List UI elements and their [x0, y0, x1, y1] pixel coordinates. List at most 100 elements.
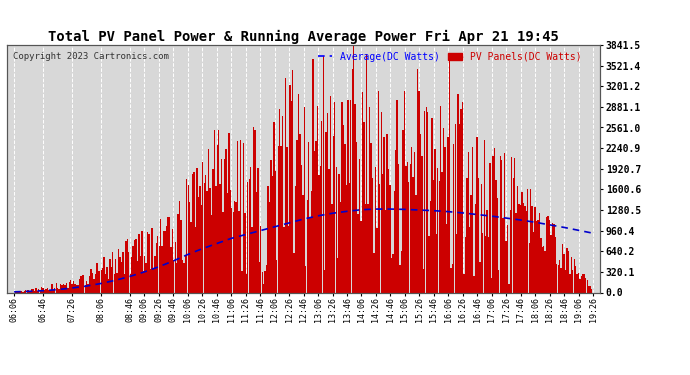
Legend: Average(DC Watts), PV Panels(DC Watts): Average(DC Watts), PV Panels(DC Watts): [316, 50, 584, 64]
Bar: [492, 156, 493, 292]
Bar: [572, 270, 573, 292]
Bar: [515, 213, 517, 292]
Bar: [217, 146, 218, 292]
Bar: [176, 262, 177, 292]
Bar: [453, 144, 455, 292]
Bar: [501, 160, 502, 292]
Bar: [228, 132, 230, 292]
Bar: [60, 284, 61, 292]
Bar: [199, 186, 201, 292]
Bar: [391, 258, 392, 292]
Bar: [356, 142, 357, 292]
Bar: [234, 201, 235, 292]
Bar: [54, 288, 55, 292]
Bar: [530, 189, 531, 292]
Bar: [472, 147, 473, 292]
Bar: [366, 54, 367, 292]
Bar: [47, 288, 48, 292]
Bar: [67, 288, 68, 292]
Bar: [324, 270, 325, 292]
Bar: [543, 246, 544, 292]
Bar: [38, 289, 39, 292]
Bar: [184, 262, 185, 292]
Bar: [562, 244, 563, 292]
Bar: [363, 122, 364, 292]
Bar: [134, 240, 135, 292]
Bar: [96, 263, 97, 292]
Bar: [313, 60, 314, 292]
Bar: [529, 243, 530, 292]
Bar: [79, 279, 80, 292]
Bar: [181, 260, 183, 292]
Bar: [306, 200, 308, 292]
Bar: [421, 156, 422, 292]
Bar: [88, 284, 89, 292]
Bar: [539, 213, 540, 292]
Bar: [215, 186, 217, 292]
Bar: [235, 202, 237, 292]
Bar: [263, 284, 264, 292]
Bar: [188, 185, 189, 292]
Bar: [348, 183, 350, 292]
Bar: [339, 174, 340, 292]
Bar: [106, 267, 108, 292]
Bar: [118, 249, 119, 292]
Bar: [582, 274, 584, 292]
Bar: [282, 117, 284, 292]
Bar: [253, 128, 254, 292]
Bar: [555, 237, 556, 292]
Bar: [260, 226, 262, 292]
Bar: [119, 257, 121, 292]
Bar: [386, 134, 388, 292]
Bar: [526, 211, 527, 292]
Bar: [392, 255, 393, 292]
Bar: [505, 241, 506, 292]
Bar: [122, 252, 124, 292]
Bar: [73, 282, 75, 292]
Bar: [506, 225, 508, 292]
Bar: [213, 170, 214, 292]
Bar: [468, 152, 469, 292]
Bar: [189, 202, 190, 292]
Bar: [314, 151, 315, 292]
Bar: [331, 204, 333, 292]
Bar: [37, 291, 38, 292]
Bar: [285, 78, 286, 292]
Bar: [424, 111, 426, 292]
Bar: [575, 266, 576, 292]
Bar: [304, 107, 305, 292]
Bar: [326, 132, 327, 292]
Bar: [231, 207, 233, 292]
Bar: [355, 104, 356, 292]
Bar: [447, 136, 448, 292]
Bar: [148, 234, 150, 292]
Bar: [569, 274, 571, 292]
Bar: [293, 253, 295, 292]
Bar: [21, 291, 22, 292]
Bar: [328, 170, 330, 292]
Bar: [157, 236, 159, 292]
Bar: [500, 156, 501, 292]
Bar: [431, 118, 433, 292]
Bar: [504, 153, 505, 292]
Bar: [68, 282, 70, 292]
Bar: [192, 174, 193, 292]
Bar: [322, 57, 324, 292]
Bar: [186, 179, 188, 292]
Bar: [422, 268, 424, 292]
Bar: [509, 284, 510, 292]
Bar: [475, 204, 476, 292]
Bar: [276, 260, 277, 292]
Bar: [35, 288, 37, 292]
Bar: [520, 205, 521, 292]
Bar: [580, 279, 581, 292]
Bar: [585, 278, 586, 292]
Bar: [335, 167, 337, 292]
Bar: [77, 285, 79, 292]
Bar: [406, 162, 408, 292]
Bar: [288, 226, 289, 292]
Bar: [477, 178, 479, 292]
Bar: [198, 197, 199, 292]
Bar: [321, 121, 322, 292]
Bar: [272, 176, 273, 292]
